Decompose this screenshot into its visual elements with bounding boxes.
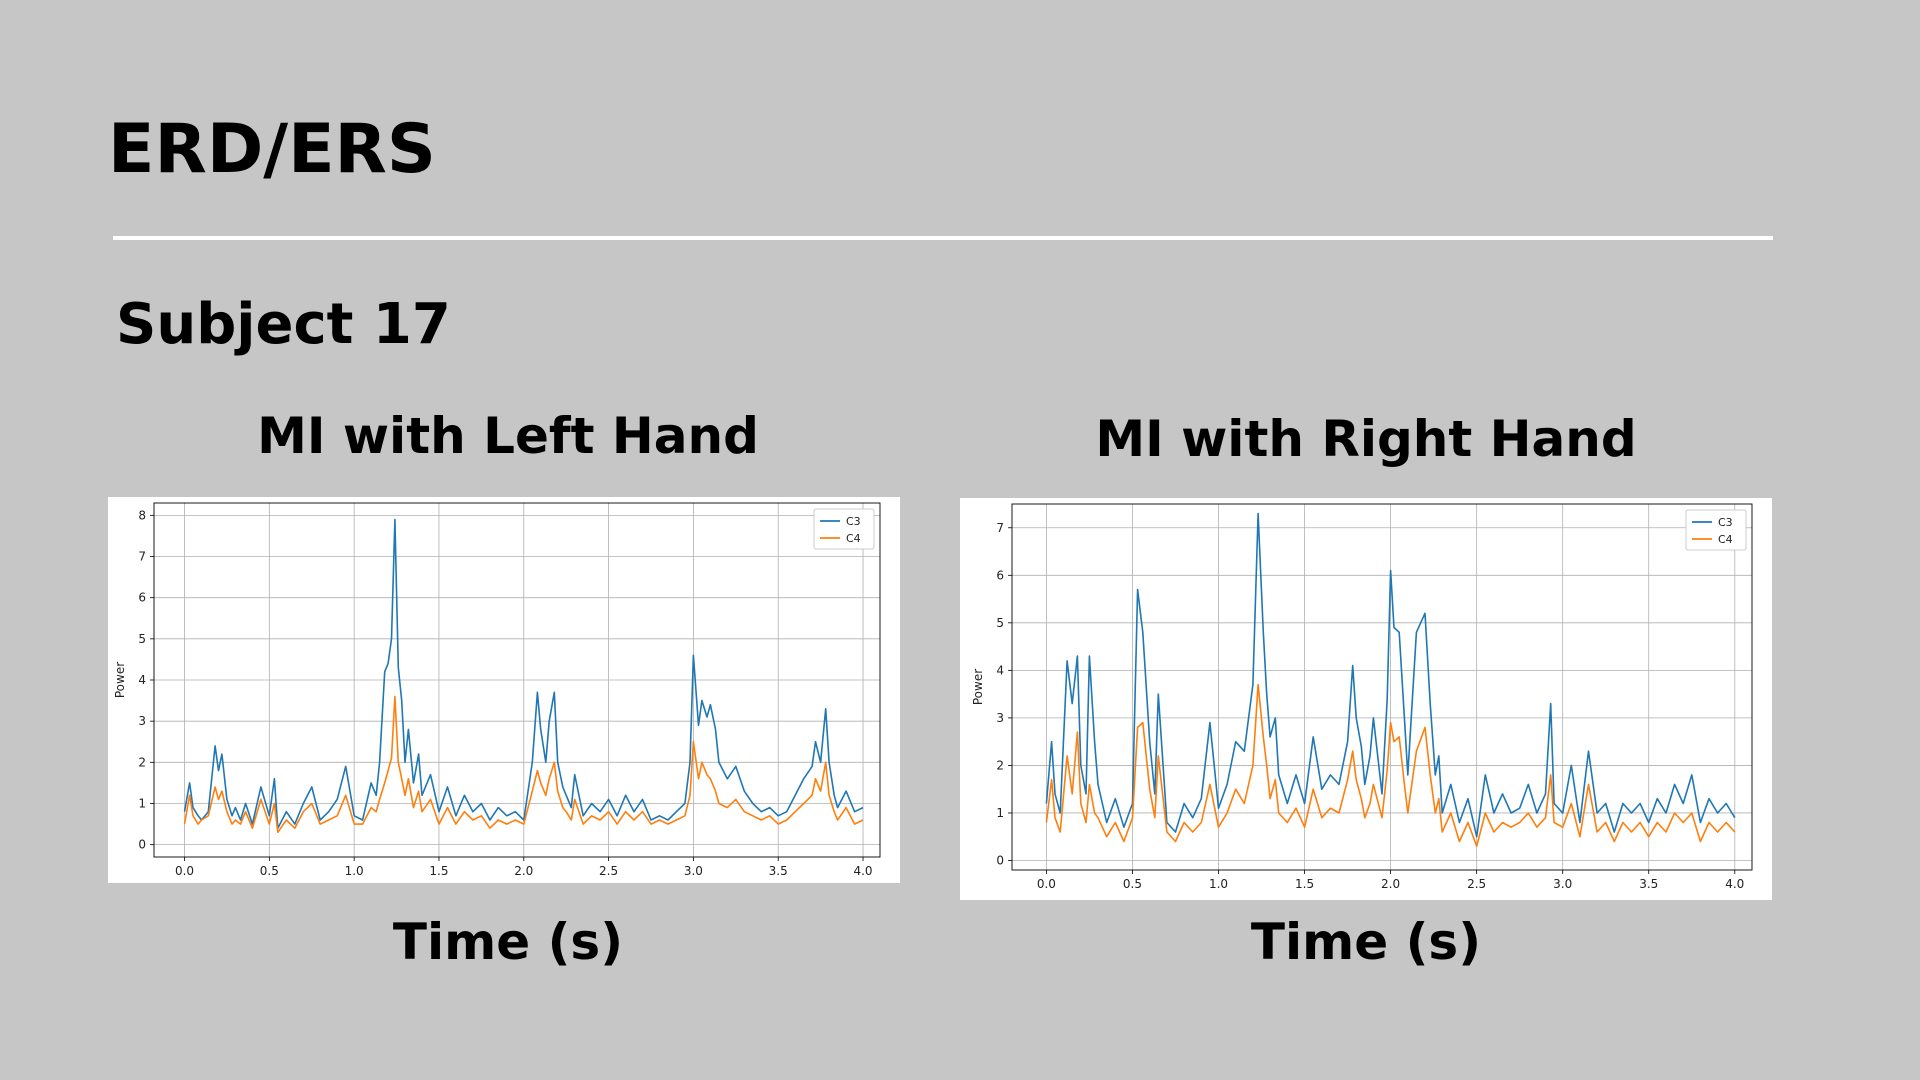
chart1-y-tick-label: 5: [138, 632, 146, 646]
chart2-x-tick-label: 1.5: [1295, 877, 1314, 891]
chart2-y-tick-label: 6: [996, 568, 1004, 582]
chart1-series-c4: [183, 695, 864, 834]
chart2-y-tick-label: 4: [996, 663, 1004, 677]
right-hand-chart-svg: 0.0 0.5 1.0 1.5 2.0 2.5 3.0 3.5 4.0 0 1 2 3 4 5 6 7 Power…: [971, 503, 1753, 891]
chart1-y-tick-label: 1: [138, 796, 146, 810]
chart1-y-tick-label: 3: [138, 714, 146, 728]
chart1-x-tick-label: 3.0: [684, 864, 703, 878]
chart1-x-tick-label: 4.0: [853, 864, 872, 878]
chart1-y-tick-label: 4: [138, 673, 146, 687]
chart2-series-c3: [1045, 512, 1736, 838]
chart2-y-tick-label: 2: [996, 758, 1004, 772]
chart2-y-tick-label: 1: [996, 806, 1004, 820]
chart1-x-tick-label: 2.5: [599, 864, 618, 878]
chart2-x-tick-label: 3.0: [1553, 877, 1572, 891]
chart2-legend-box: [1685, 509, 1747, 551]
chart2-x-tick-label: 2.5: [1467, 877, 1486, 891]
chart2-x-tick-label: 4.0: [1725, 877, 1744, 891]
left-hand-chart-svg: 0.0 0.5 1.0 1.5 2.0 2.5 3.0 3.5 4.0 0 1 2 3 4 5 6 7 8 Powe…: [113, 502, 881, 878]
chart1-legend-box: [813, 508, 875, 550]
chart2-axes-frame: [1011, 503, 1753, 871]
chart2-y-tick-label: 7: [996, 521, 1004, 535]
chart1-x-tick-label: 3.5: [769, 864, 788, 878]
chart1-y-tick-label: 8: [138, 508, 146, 522]
chart1-x-tick-label: 2.0: [514, 864, 533, 878]
left-panel-title: MI with Left Hand: [257, 407, 759, 465]
chart1-x-tick-label: 0.5: [260, 864, 279, 878]
chart2-x-tick-label: 1.0: [1209, 877, 1228, 891]
chart2-legend-label-c4: C4: [1718, 533, 1733, 546]
slide-title: ERD/ERS: [108, 110, 436, 189]
chart1-y-tick-label: 0: [138, 838, 146, 852]
chart1-series-c3: [183, 518, 864, 830]
chart1-x-tick-label: 0.0: [175, 864, 194, 878]
left-hand-chart: 0.0 0.5 1.0 1.5 2.0 2.5 3.0 3.5 4.0 0 1 2 3 4 5 6 7 8 Powe…: [108, 497, 900, 883]
chart2-x-tick-label: 3.5: [1639, 877, 1658, 891]
right-x-caption: Time (s): [1250, 913, 1482, 971]
chart2-y-tick-label: 5: [996, 616, 1004, 630]
right-panel-title: MI with Right Hand: [1095, 410, 1637, 468]
title-divider: [113, 236, 1773, 240]
chart1-legend-label-c3: C3: [846, 515, 861, 528]
subject-label: Subject 17: [116, 292, 451, 357]
chart1-axes-frame: [153, 502, 881, 858]
chart1-y-tick-label: 7: [138, 550, 146, 564]
chart2-legend-label-c3: C3: [1718, 516, 1733, 529]
chart2-y-axis-label: Power: [971, 669, 985, 705]
chart1-x-tick-label: 1.5: [429, 864, 448, 878]
left-x-caption: Time (s): [392, 913, 624, 971]
chart1-y-tick-label: 6: [138, 591, 146, 605]
chart2-series-c4: [1045, 683, 1736, 848]
chart1-x-tick-label: 1.0: [345, 864, 364, 878]
chart2-x-tick-label: 0.0: [1037, 877, 1056, 891]
chart2-x-tick-label: 0.5: [1123, 877, 1142, 891]
chart1-legend-label-c4: C4: [846, 532, 861, 545]
chart2-y-tick-label: 0: [996, 853, 1004, 867]
chart1-y-tick-label: 2: [138, 755, 146, 769]
chart1-y-axis-label: Power: [113, 662, 127, 698]
chart2-x-tick-label: 2.0: [1381, 877, 1400, 891]
right-hand-chart: 0.0 0.5 1.0 1.5 2.0 2.5 3.0 3.5 4.0 0 1 2 3 4 5 6 7 Power…: [960, 498, 1772, 900]
chart2-y-tick-label: 3: [996, 711, 1004, 725]
